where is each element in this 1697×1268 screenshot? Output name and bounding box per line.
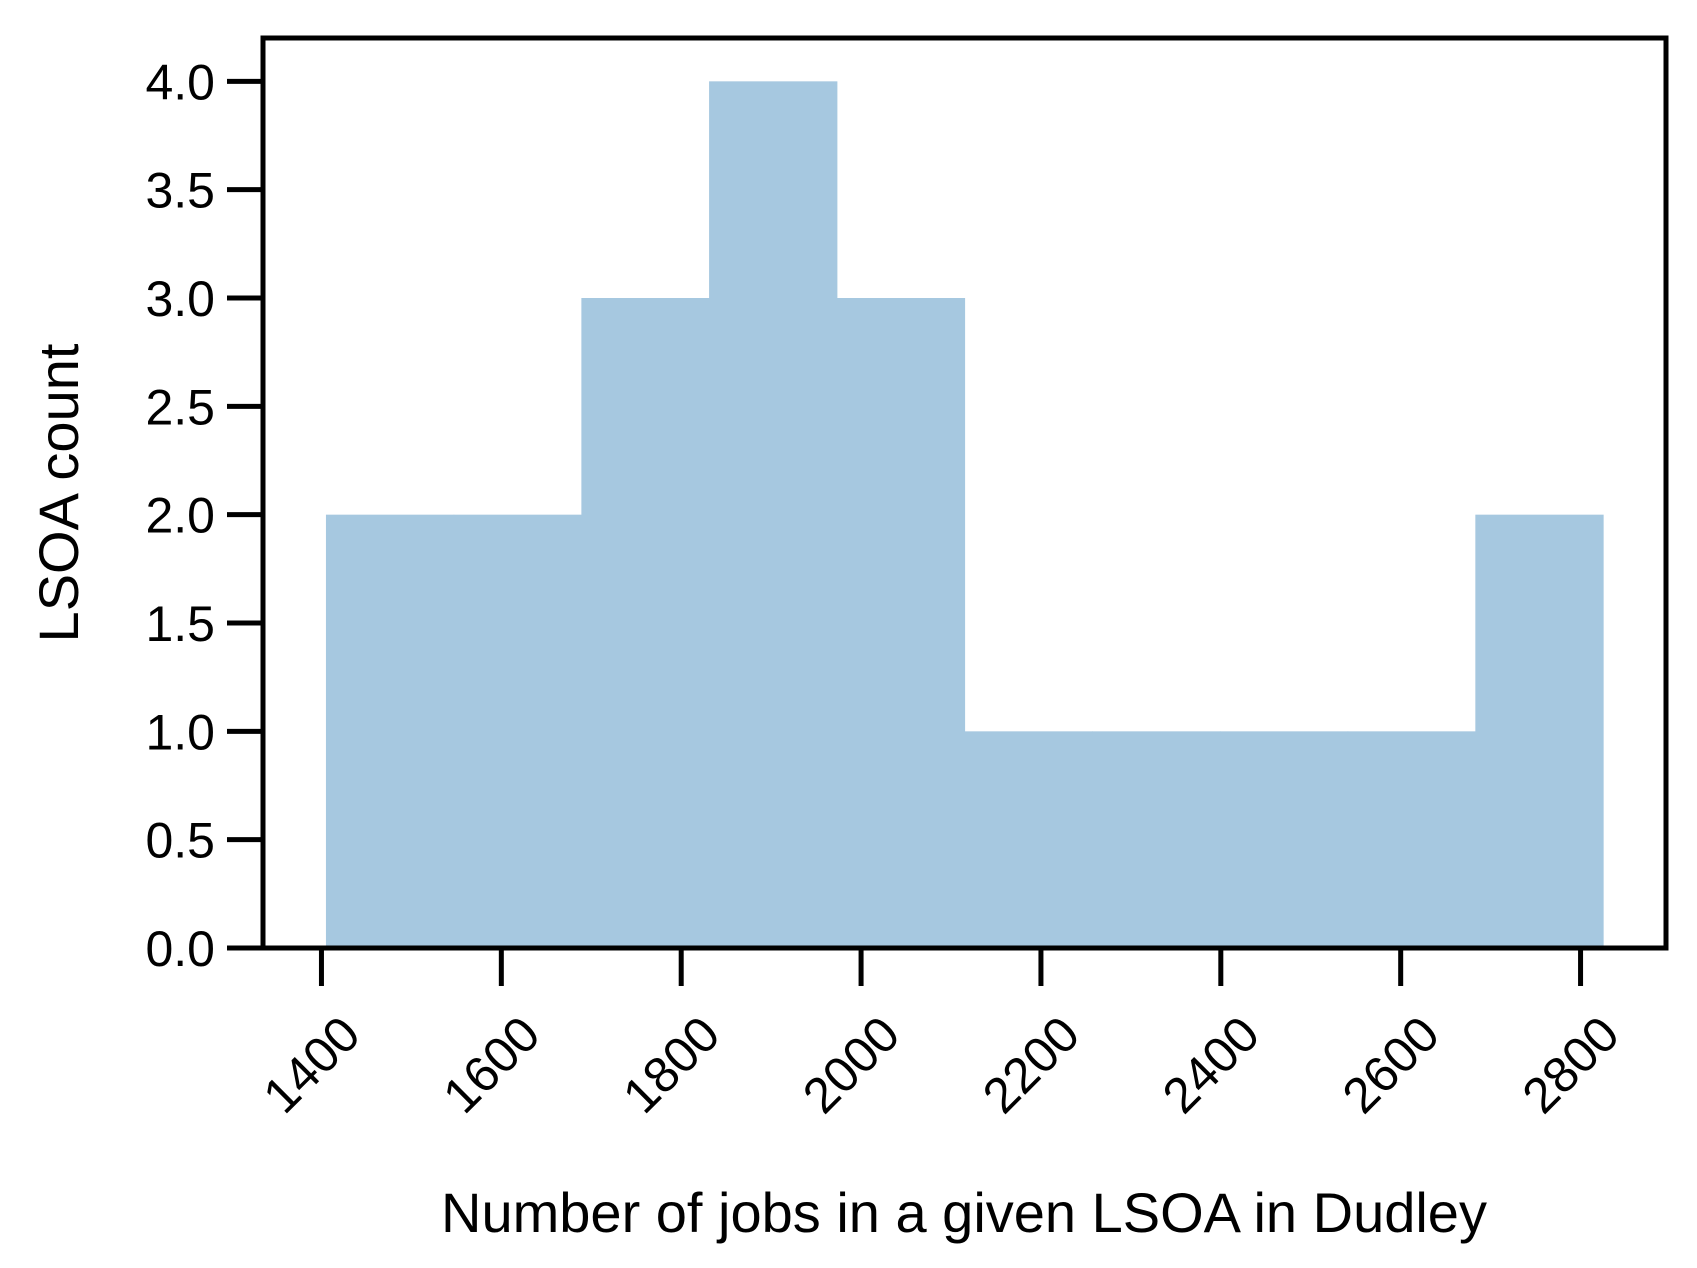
x-tick-label: 2400 bbox=[1152, 1006, 1270, 1124]
histogram-bar bbox=[1475, 514, 1604, 948]
x-tick-label: 1400 bbox=[252, 1006, 370, 1124]
y-tick-label: 4.0 bbox=[145, 54, 215, 110]
histogram-bar bbox=[453, 514, 582, 948]
histogram-bar bbox=[964, 731, 1093, 948]
x-axis-ticks: 1400 1600 1800 2000 2200 2400 2600 2800 bbox=[252, 948, 1630, 1124]
y-tick-label: 2.5 bbox=[145, 379, 215, 435]
y-tick-label: 3.5 bbox=[145, 163, 215, 219]
histogram-bar bbox=[1219, 731, 1349, 948]
histogram-bar bbox=[1347, 731, 1476, 948]
x-tick-label: 2800 bbox=[1512, 1006, 1630, 1124]
y-tick-label: 0.5 bbox=[145, 813, 215, 869]
histogram-bars bbox=[325, 81, 1604, 949]
y-axis-ticks: 0.0 0.5 1.0 1.5 2.0 2.5 3.0 3.5 4.0 bbox=[145, 54, 263, 977]
y-tick-label: 2.0 bbox=[145, 488, 215, 544]
x-axis-title: Number of jobs in a given LSOA in Dudley bbox=[441, 1181, 1487, 1244]
x-tick-label: 2600 bbox=[1332, 1006, 1450, 1124]
histogram-bar bbox=[581, 298, 710, 948]
histogram-bar bbox=[1092, 731, 1221, 948]
x-tick-label: 1800 bbox=[612, 1006, 730, 1124]
y-axis-title: LSOA count bbox=[27, 343, 90, 642]
y-tick-label: 3.0 bbox=[145, 271, 215, 327]
histogram-bar bbox=[325, 514, 455, 948]
histogram-bar bbox=[709, 81, 838, 949]
y-tick-label: 1.0 bbox=[145, 704, 215, 760]
histogram-bar bbox=[836, 298, 966, 948]
y-tick-label: 0.0 bbox=[145, 921, 215, 977]
x-tick-label: 1600 bbox=[432, 1006, 550, 1124]
y-tick-label: 1.5 bbox=[145, 596, 215, 652]
x-tick-label: 2000 bbox=[792, 1006, 910, 1124]
x-tick-label: 2200 bbox=[972, 1006, 1090, 1124]
plot-frame bbox=[260, 35, 1669, 951]
